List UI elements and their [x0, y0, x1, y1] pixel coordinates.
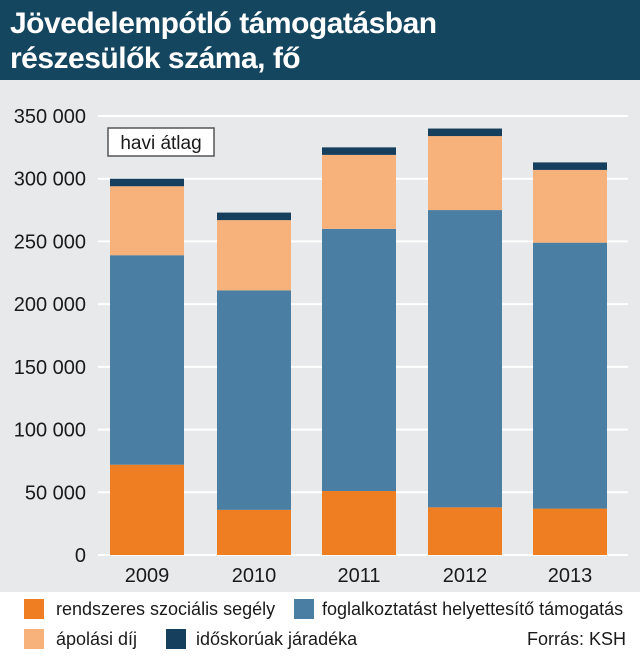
y-tick-label: 0 [75, 545, 86, 567]
bar-segment-rendszeres [533, 508, 607, 555]
y-tick-label: 50 000 [25, 482, 86, 504]
bar-segment-rendszeres [428, 507, 502, 555]
y-tick-label: 350 000 [14, 106, 86, 128]
bar-segment-idoskoruak [428, 128, 502, 137]
legend-swatch-apolasi [24, 629, 44, 649]
legend-label-apolasi: ápolási díj [56, 629, 138, 649]
bar-segment-apolasi [322, 154, 396, 229]
chart-title: Jövedelempótló támogatásban részesülők s… [10, 7, 437, 75]
annotation-box [107, 127, 215, 157]
legend-swatch-idoskoruak [166, 629, 186, 649]
bar-segment-apolasi [110, 186, 184, 256]
bar-segment-idoskoruak [322, 147, 396, 155]
x-tick-label: 2011 [337, 565, 380, 587]
bar-segment-apolasi [217, 220, 291, 291]
bar-segment-rendszeres [217, 509, 291, 555]
legend-swatch-rendszeres [24, 599, 44, 619]
y-tick-label: 250 000 [14, 231, 86, 253]
bar-segment-foglalkoztatast [533, 242, 607, 509]
bar-segment-idoskoruak [533, 162, 607, 170]
annotation-label: havi átlag [120, 133, 201, 154]
legend-swatch-foglalkoztatast [294, 599, 314, 619]
x-tick-label: 2012 [443, 565, 488, 587]
y-tick-label: 100 000 [14, 420, 86, 442]
bar-segment-rendszeres [322, 491, 396, 555]
x-tick-label: 2009 [125, 565, 170, 587]
bar-segment-rendszeres [110, 464, 184, 555]
legend-label-rendszeres: rendszeres szociális segély [56, 599, 276, 619]
chart-header: Jövedelempótló támogatásban részesülők s… [0, 0, 640, 80]
plot-area: 0 50 000 100 000 150 000 200 000 250 000 300 0… [0, 80, 640, 592]
y-tick-label: 200 000 [14, 294, 86, 316]
stacked-bar-chart: 0 50 000 100 000 150 000 200 000 250 000 300 0… [14, 106, 628, 587]
bar-segment-idoskoruak [110, 178, 184, 187]
source-label: Forrás: KSH [526, 629, 626, 649]
legend-label-foglalkoztatast: foglalkoztatást helyettesítő támogatás [322, 599, 624, 619]
bar-segment-foglalkoztatast [322, 228, 396, 492]
legend-label-idoskoruak: időskorúak járadéka [196, 629, 358, 649]
bar-segment-foglalkoztatast [217, 290, 291, 510]
y-tick-label: 300 000 [14, 169, 86, 191]
bar-segment-idoskoruak [217, 212, 291, 221]
x-tick-label: 2013 [548, 565, 593, 587]
bar-segment-apolasi [533, 169, 607, 243]
bar-segment-apolasi [428, 136, 502, 211]
y-tick-label: 150 000 [14, 357, 86, 379]
bar-segment-foglalkoztatast [428, 210, 502, 508]
legend: rendszeres szociális segély foglalkoztat… [0, 592, 640, 657]
bar-segment-foglalkoztatast [110, 255, 184, 465]
x-tick-label: 2010 [232, 565, 277, 587]
